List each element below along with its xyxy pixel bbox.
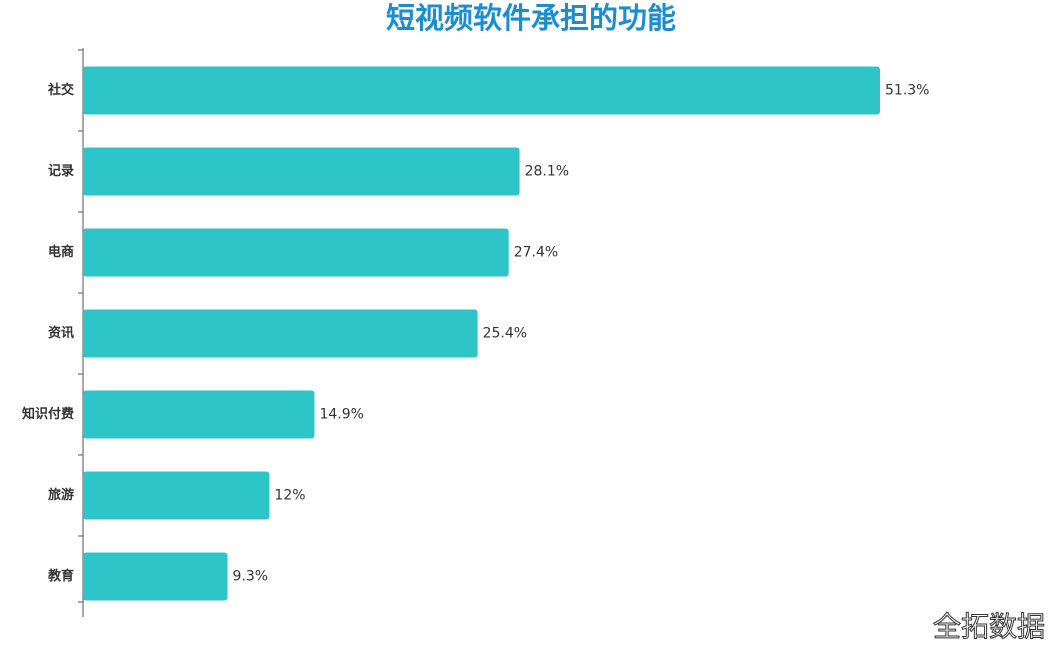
- bar: [83, 471, 270, 520]
- category-label: 知识付费: [22, 406, 74, 422]
- watermark: 全拓数据: [933, 610, 1045, 643]
- value-label: 12%: [274, 488, 305, 504]
- category-label: 社交: [47, 82, 74, 98]
- bar: [83, 309, 478, 358]
- value-label: 14.9%: [319, 407, 363, 423]
- bar: [83, 390, 315, 439]
- bar: [83, 66, 880, 115]
- category-label: 资讯: [48, 325, 74, 341]
- value-label: 28.1%: [525, 164, 569, 180]
- bar: [83, 228, 509, 277]
- category-label: 旅游: [48, 487, 74, 503]
- value-label: 9.3%: [232, 569, 268, 585]
- value-label: 51.3%: [885, 83, 929, 99]
- value-label: 27.4%: [514, 245, 558, 261]
- chart-title: 短视频软件承担的功能: [386, 1, 676, 35]
- category-label: 电商: [48, 244, 74, 260]
- value-label: 25.4%: [483, 326, 527, 342]
- bar: [83, 147, 520, 196]
- category-label: 记录: [48, 164, 74, 179]
- category-label: 教育: [47, 568, 74, 584]
- bar: [83, 552, 228, 601]
